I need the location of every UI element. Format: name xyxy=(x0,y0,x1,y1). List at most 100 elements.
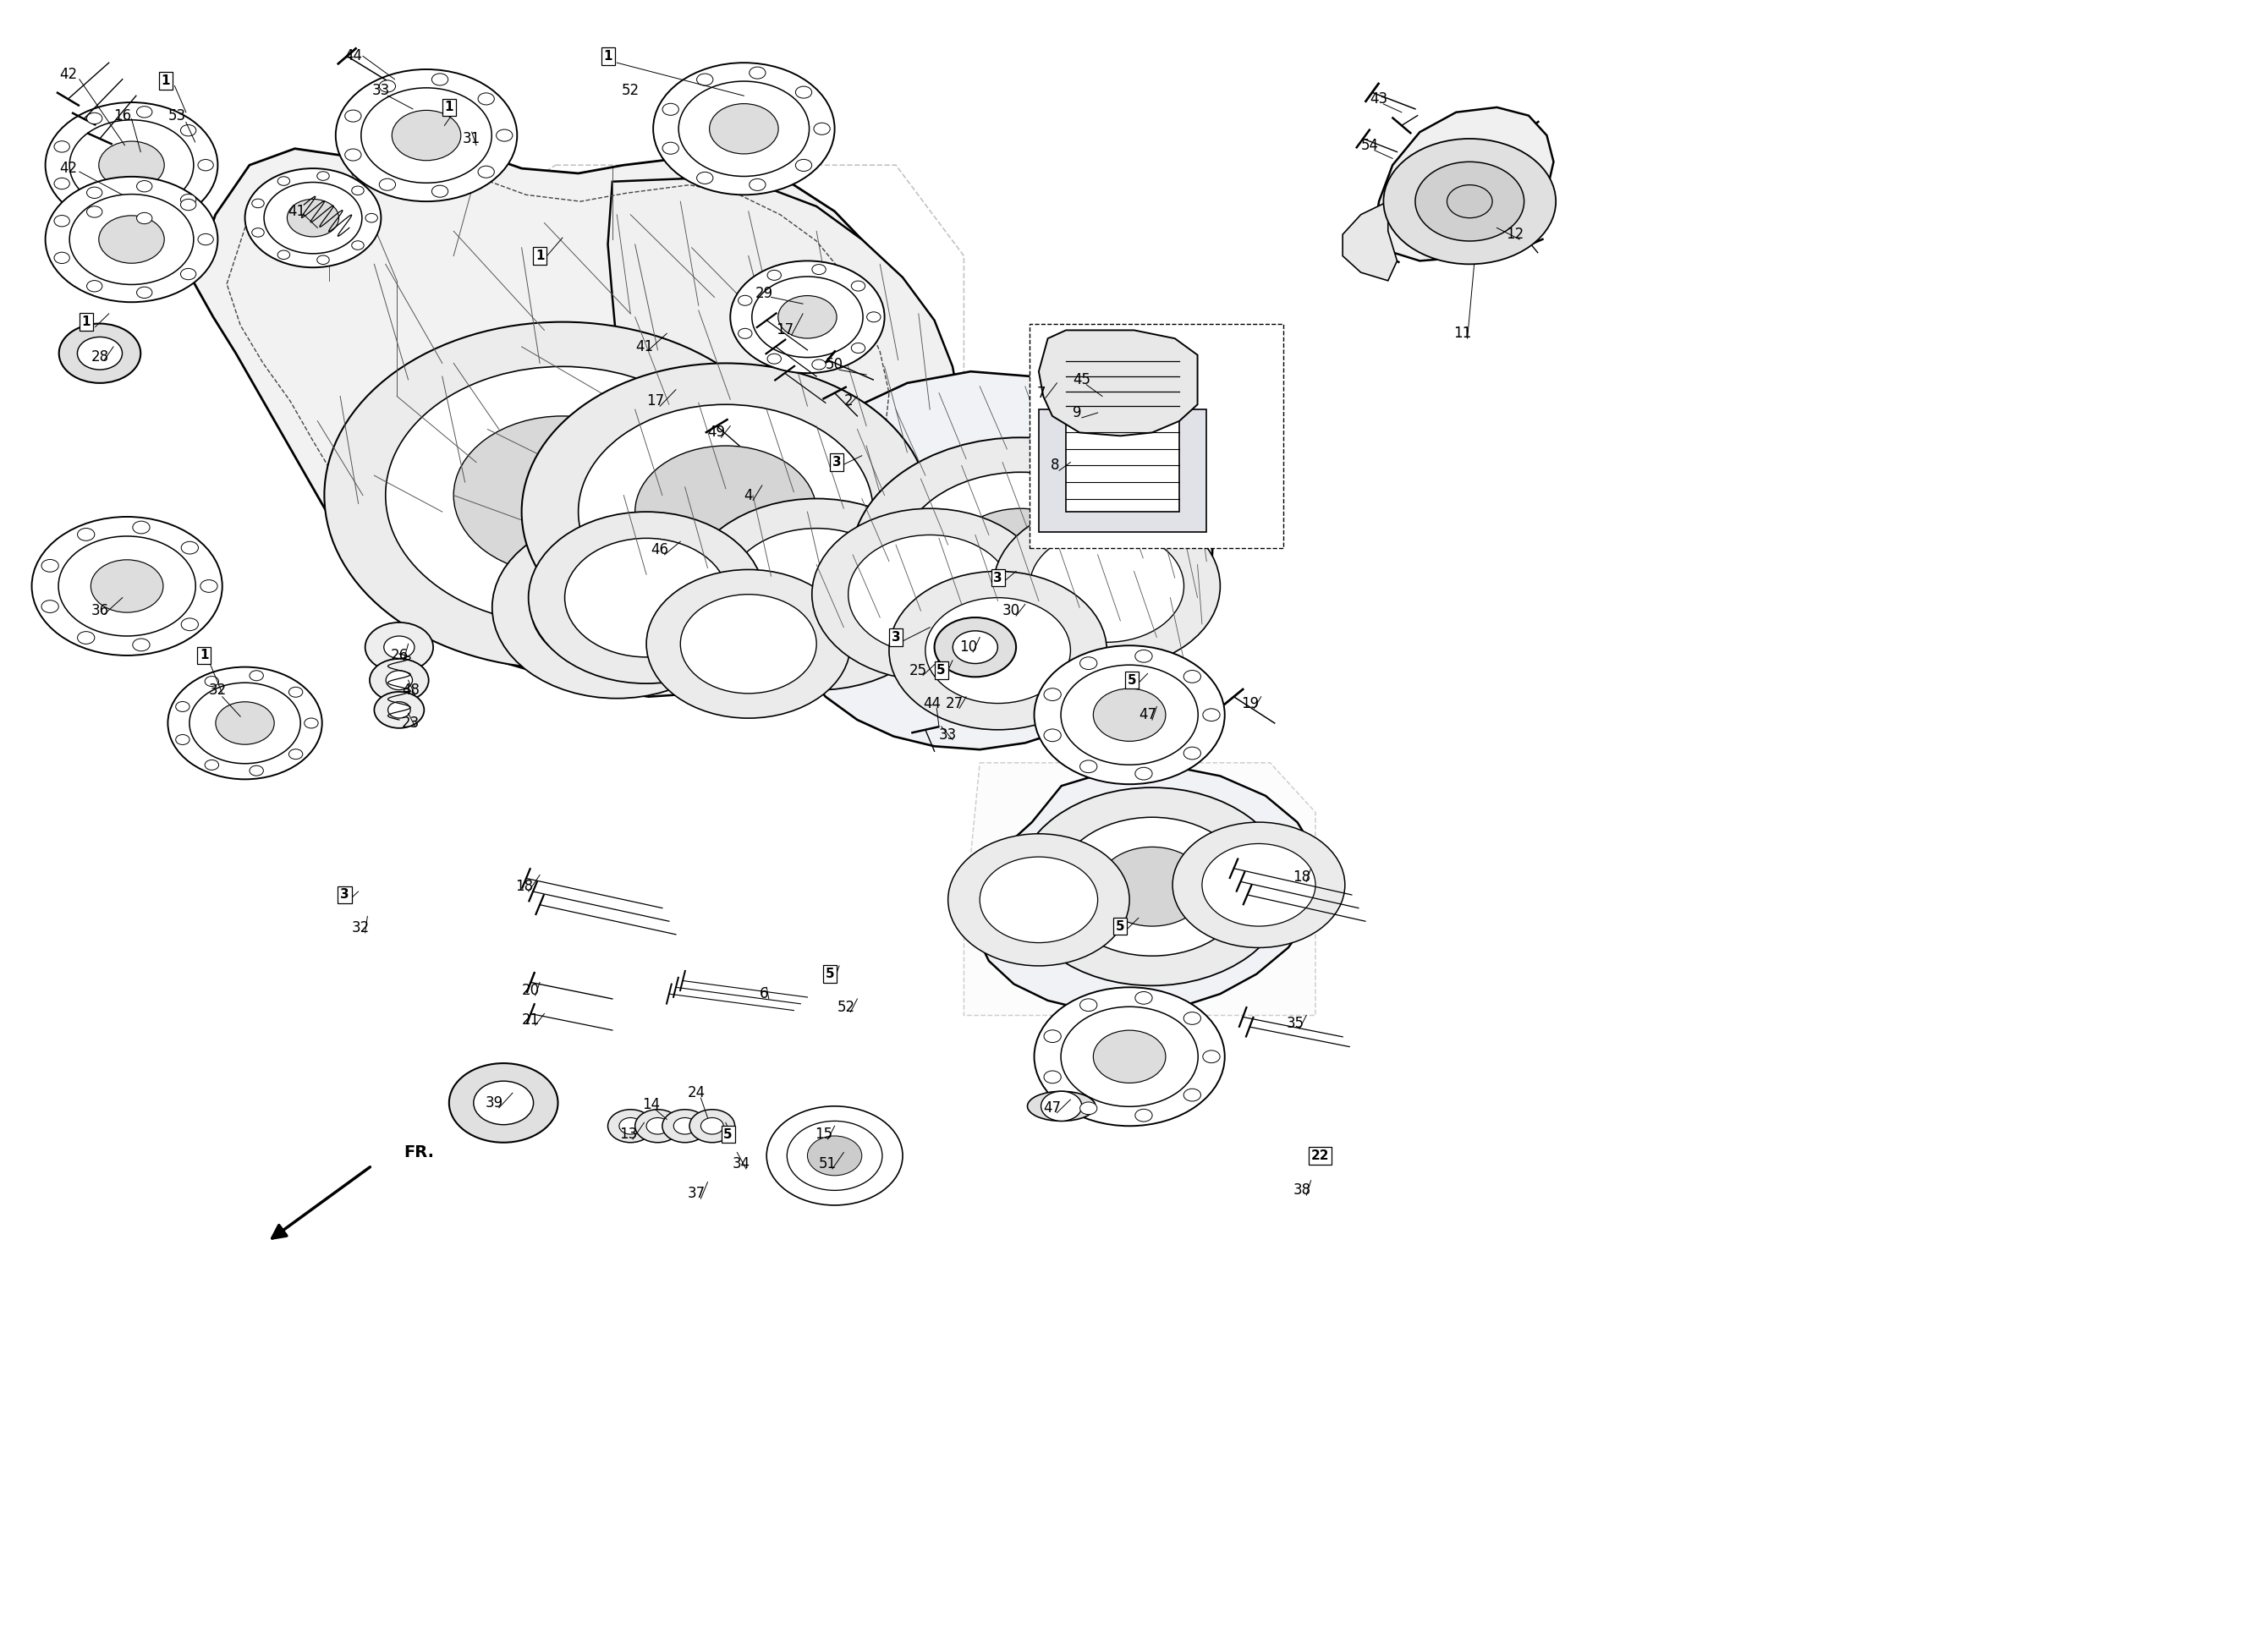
Circle shape xyxy=(953,631,998,664)
Circle shape xyxy=(696,74,712,86)
Circle shape xyxy=(100,142,163,188)
Circle shape xyxy=(70,121,193,210)
Circle shape xyxy=(479,92,494,104)
Text: 13: 13 xyxy=(619,1126,637,1142)
Circle shape xyxy=(1202,708,1220,721)
Text: 4: 4 xyxy=(744,487,753,504)
Text: 39: 39 xyxy=(485,1095,503,1111)
Circle shape xyxy=(277,251,290,259)
Circle shape xyxy=(386,367,739,624)
Circle shape xyxy=(1041,1091,1082,1121)
Circle shape xyxy=(1184,670,1200,684)
Circle shape xyxy=(86,187,102,198)
Circle shape xyxy=(431,74,449,86)
Circle shape xyxy=(181,269,195,279)
Circle shape xyxy=(352,187,363,195)
Polygon shape xyxy=(1039,409,1207,532)
Circle shape xyxy=(1043,688,1061,700)
Circle shape xyxy=(850,438,1191,685)
Circle shape xyxy=(1134,992,1152,1004)
Text: 42: 42 xyxy=(59,66,77,83)
Text: 15: 15 xyxy=(814,1126,832,1142)
Text: 1: 1 xyxy=(535,249,544,263)
Circle shape xyxy=(252,228,263,238)
Circle shape xyxy=(132,522,150,533)
Circle shape xyxy=(689,1109,735,1142)
Circle shape xyxy=(388,702,411,718)
Text: 41: 41 xyxy=(288,203,306,220)
Circle shape xyxy=(204,759,218,769)
Text: 12: 12 xyxy=(1506,226,1524,243)
Text: 5: 5 xyxy=(1127,674,1136,687)
Text: 32: 32 xyxy=(352,920,370,936)
Polygon shape xyxy=(789,371,1213,750)
Circle shape xyxy=(370,659,429,702)
Text: 11: 11 xyxy=(1454,325,1472,342)
Text: 33: 33 xyxy=(372,83,390,99)
Circle shape xyxy=(374,692,424,728)
Circle shape xyxy=(807,1136,862,1176)
Text: 24: 24 xyxy=(687,1085,705,1101)
Circle shape xyxy=(136,287,152,299)
Circle shape xyxy=(565,538,728,657)
Circle shape xyxy=(701,1118,723,1134)
Text: 21: 21 xyxy=(522,1012,540,1029)
Circle shape xyxy=(767,353,780,363)
Circle shape xyxy=(245,168,381,267)
Circle shape xyxy=(796,160,812,172)
Circle shape xyxy=(710,104,778,154)
Circle shape xyxy=(77,528,95,540)
Circle shape xyxy=(737,296,753,305)
Circle shape xyxy=(1043,1030,1061,1042)
Circle shape xyxy=(32,517,222,655)
Circle shape xyxy=(479,167,494,178)
Text: 54: 54 xyxy=(1361,137,1379,154)
Text: 47: 47 xyxy=(1043,1100,1061,1116)
Circle shape xyxy=(1061,665,1198,764)
Circle shape xyxy=(812,264,826,274)
Text: 10: 10 xyxy=(959,639,978,655)
Text: 46: 46 xyxy=(651,542,669,558)
Circle shape xyxy=(54,178,70,190)
Circle shape xyxy=(619,1118,642,1134)
Circle shape xyxy=(1184,1088,1200,1101)
Circle shape xyxy=(175,735,191,745)
Text: FR.: FR. xyxy=(404,1144,433,1161)
Text: 18: 18 xyxy=(1293,868,1311,885)
Circle shape xyxy=(753,277,862,357)
Circle shape xyxy=(696,172,712,183)
Circle shape xyxy=(646,1118,669,1134)
Circle shape xyxy=(77,632,95,644)
Circle shape xyxy=(59,537,195,636)
Ellipse shape xyxy=(1027,1091,1095,1121)
Circle shape xyxy=(1061,1007,1198,1106)
Circle shape xyxy=(1030,530,1184,642)
Circle shape xyxy=(386,670,413,690)
Text: 3: 3 xyxy=(891,631,900,644)
Text: 20: 20 xyxy=(522,982,540,999)
Circle shape xyxy=(522,363,930,660)
Circle shape xyxy=(249,766,263,776)
Circle shape xyxy=(948,834,1129,966)
Text: 7: 7 xyxy=(1036,385,1046,401)
Text: 5: 5 xyxy=(937,664,946,677)
Circle shape xyxy=(1134,1109,1152,1121)
Circle shape xyxy=(635,446,816,578)
Circle shape xyxy=(200,580,218,593)
Circle shape xyxy=(1383,139,1556,264)
Circle shape xyxy=(497,129,513,142)
Circle shape xyxy=(812,360,826,370)
Text: 16: 16 xyxy=(113,107,132,124)
Text: 29: 29 xyxy=(755,286,773,302)
Text: 1: 1 xyxy=(445,101,454,114)
Circle shape xyxy=(1415,162,1524,241)
Circle shape xyxy=(866,312,880,322)
Text: 43: 43 xyxy=(1370,91,1388,107)
Circle shape xyxy=(730,261,885,373)
Text: 3: 3 xyxy=(832,456,841,469)
Circle shape xyxy=(252,198,263,208)
Text: 42: 42 xyxy=(59,160,77,177)
Circle shape xyxy=(1202,1050,1220,1063)
Circle shape xyxy=(197,160,213,170)
Text: 30: 30 xyxy=(1002,603,1021,619)
